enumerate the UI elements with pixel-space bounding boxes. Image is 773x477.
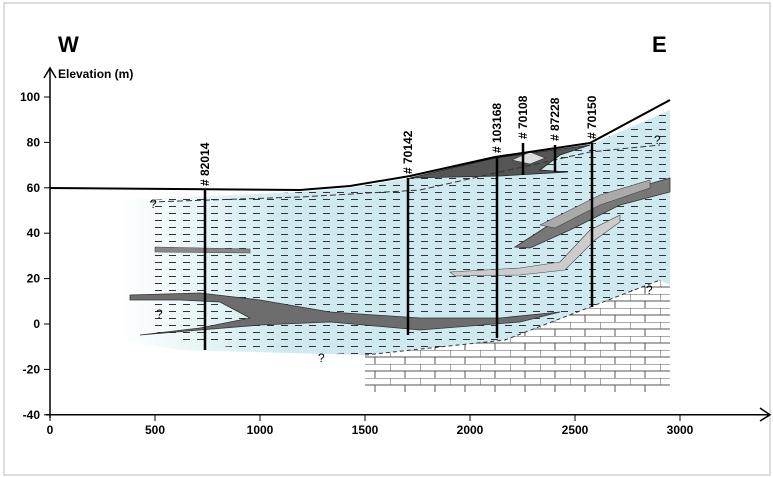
y-tick-label: 80 [27,135,41,149]
y-tick-label: 40 [27,226,41,240]
x-tick-label: 0 [47,423,54,437]
x-tick-label: 3000 [667,423,694,437]
y-axis-label: Elevation (m) [58,67,133,81]
x-tick-label: 2000 [457,423,484,437]
x-tick-label: 500 [145,423,165,437]
y-tick-label: -20 [23,362,41,376]
borehole-label: # 70142 [401,130,415,174]
y-tick-label: -40 [23,408,41,422]
borehole-label: # 70108 [516,95,530,139]
borehole-label: # 70150 [585,95,599,139]
borehole-label: # 87228 [548,97,562,141]
question-mark: ? [654,133,661,147]
west-label: W [58,32,79,57]
east-label: E [652,32,667,57]
geology [50,100,670,392]
y-tick-label: 100 [20,90,40,104]
question-mark: ? [156,307,163,321]
x-tick-label: 2500 [562,423,589,437]
question-mark: ? [150,197,157,211]
borehole-label: # 82014 [198,142,212,186]
cross-section: W E Elevation (m) 100 80 60 40 20 0 -20 -40 0 500… [0,0,773,477]
x-tick-label: 1000 [247,423,274,437]
x-tick-label: 1500 [352,423,379,437]
question-mark: ? [318,351,325,365]
question-mark: ? [646,283,653,297]
borehole-label: # 103168 [490,103,504,153]
y-tick-label: 60 [27,181,41,195]
y-tick-label: 20 [27,272,41,286]
page: W E Elevation (m) 100 80 60 40 20 0 -20 -40 0 500… [0,0,773,477]
y-tick-label: 0 [33,317,40,331]
